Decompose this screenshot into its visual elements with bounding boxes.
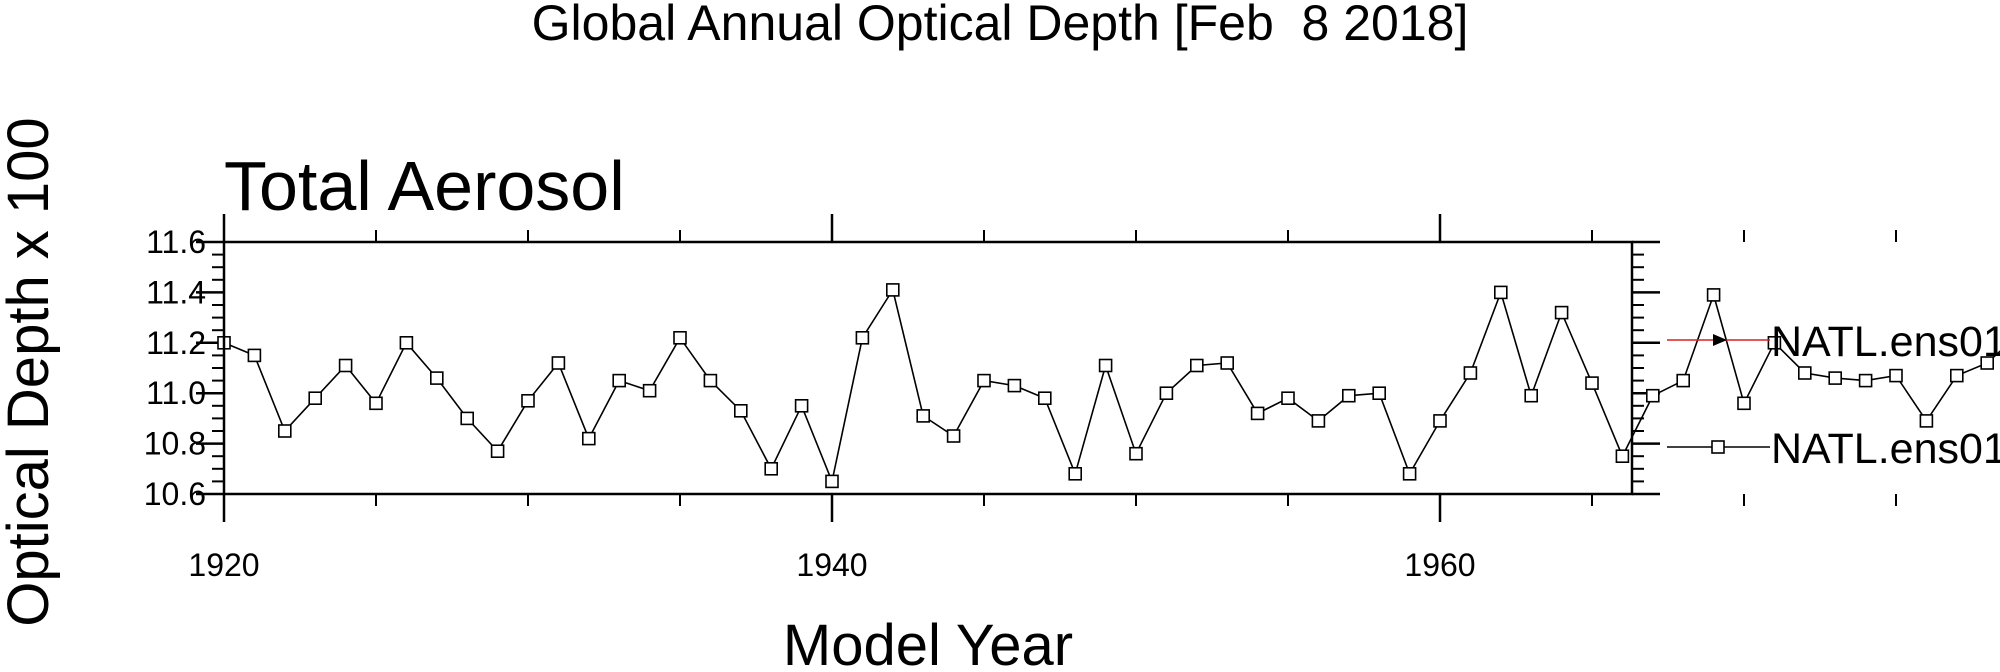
- data-point: [1433, 414, 1447, 428]
- data-point: [1402, 466, 1417, 481]
- data-point: [1554, 305, 1569, 320]
- data-point: [1524, 388, 1538, 403]
- data-point: [1767, 335, 1782, 350]
- y-tick-label: 11.0: [146, 375, 206, 411]
- data-point: [429, 371, 444, 385]
- data-point: [1646, 388, 1660, 403]
- chart-subtitle: Total Aerosol: [224, 147, 625, 225]
- data-point: [1889, 368, 1903, 383]
- data-point: [1858, 373, 1873, 388]
- data-point: [916, 409, 931, 423]
- y-tick-label: 10.8: [144, 426, 206, 462]
- data-point: [794, 398, 809, 413]
- data-point: [642, 383, 657, 398]
- data-point: [1676, 373, 1690, 388]
- y-axis-label: Optical Depth x 100: [0, 117, 61, 626]
- data-point: [1494, 285, 1508, 300]
- chart-title: Global Annual Optical Depth [Feb 8 2018]: [532, 0, 1469, 51]
- data-point: [1129, 446, 1143, 461]
- data-point: [1372, 386, 1386, 401]
- data-point: [247, 348, 262, 363]
- data-point: [1980, 356, 1994, 370]
- data-point: [885, 283, 900, 297]
- legend-label-1: NATL.ens01: [1771, 318, 2000, 366]
- data-point: [703, 373, 718, 388]
- y-tick-label: 11.6: [146, 224, 206, 260]
- data-point: [673, 330, 687, 345]
- data-point: [581, 431, 596, 446]
- legend-label-2: NATL.ens01: [1771, 425, 2000, 473]
- series-line: [223, 287, 2000, 485]
- data-point: [1950, 368, 1964, 383]
- data-point: [1737, 396, 1751, 411]
- data-point: [1250, 406, 1265, 421]
- data-point: [1281, 391, 1295, 406]
- data-point: [612, 373, 627, 388]
- axis-tick-labels: 1920194019601980200010.610.811.011.211.4…: [144, 224, 1476, 583]
- data-point: [1159, 386, 1174, 401]
- data-point: [1615, 449, 1630, 464]
- data-point: [399, 335, 414, 350]
- data-point: [1463, 366, 1478, 380]
- data-point: [369, 396, 383, 411]
- plot-frame: [222, 240, 1634, 496]
- axis-ticks: [196, 214, 1897, 522]
- data-point: [1190, 358, 1204, 373]
- data-point: [946, 429, 961, 443]
- data-point: [308, 391, 323, 406]
- data-point: [855, 330, 870, 345]
- data-point: [764, 461, 779, 476]
- data-point: [1919, 414, 1934, 428]
- data-point: [1828, 371, 1842, 385]
- y-tick-label: 11.2: [146, 325, 206, 361]
- legend-marker-triangle-1: [1713, 334, 1727, 346]
- y-tick-label: 10.6: [144, 476, 206, 512]
- data-point: [1585, 376, 1599, 390]
- series-layer: [217, 283, 2000, 489]
- data-point: [490, 444, 505, 459]
- data-point: [825, 474, 839, 489]
- data-point: [1220, 356, 1234, 370]
- data-point: [521, 393, 535, 408]
- data-point: [1342, 388, 1356, 403]
- data-point: [1798, 366, 1812, 380]
- data-point: [460, 411, 475, 426]
- data-point: [551, 356, 566, 370]
- y-tick-label: 11.4: [146, 274, 206, 310]
- x-tick-label: 1940: [796, 547, 867, 583]
- data-point: [1038, 391, 1052, 406]
- data-point: [277, 424, 292, 438]
- data-point: [1068, 466, 1082, 481]
- data-point: [977, 373, 991, 388]
- data-point: [338, 358, 353, 373]
- data-point: [1706, 288, 1721, 302]
- x-axis-label: Model Year: [783, 613, 1073, 672]
- x-tick-label: 1920: [188, 547, 259, 583]
- data-point: [1311, 414, 1326, 428]
- data-point: [733, 403, 748, 418]
- legend-marker-square-2: [1711, 440, 1725, 454]
- x-tick-label: 1960: [1404, 547, 1475, 583]
- legend: NATL.ens01 NATL.ens01: [1667, 318, 2000, 473]
- data-point: [1007, 378, 1022, 393]
- data-point: [1098, 358, 1113, 373]
